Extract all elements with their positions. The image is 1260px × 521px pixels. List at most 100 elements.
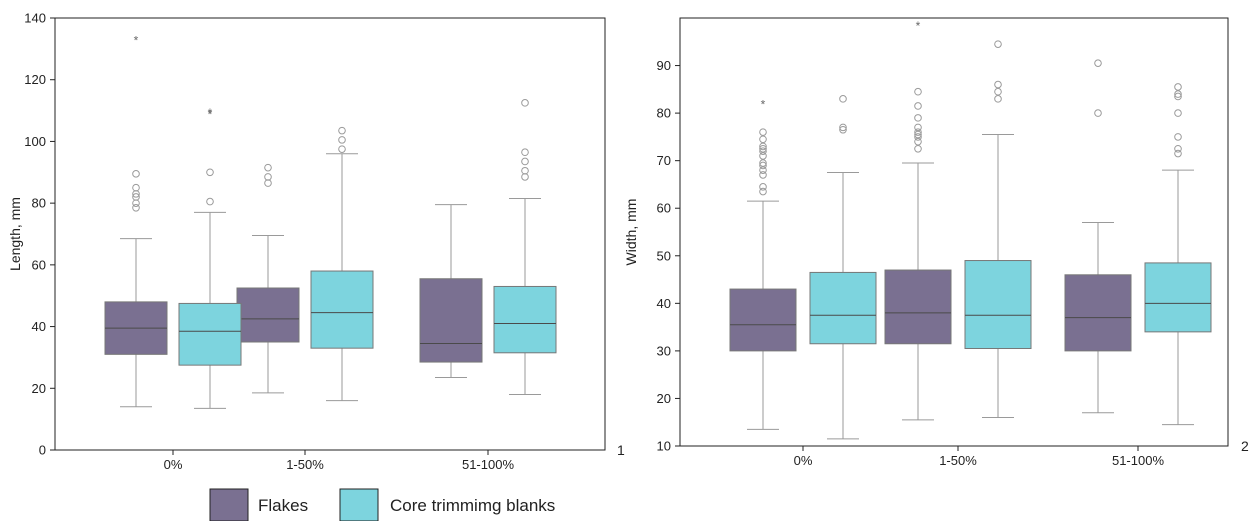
y-tick-label: 20 xyxy=(32,381,46,396)
plot-frame xyxy=(679,17,1229,447)
outlier-point xyxy=(338,136,346,144)
y-tick-label: 40 xyxy=(32,319,46,334)
x-tick-label: 51-100% xyxy=(1112,453,1164,468)
outlier-point xyxy=(759,183,767,191)
outlier-point xyxy=(839,125,847,134)
extreme-point: * xyxy=(134,34,139,48)
y-tick-label: 60 xyxy=(657,201,671,216)
box-iqr xyxy=(884,269,952,345)
outlier-point xyxy=(759,128,767,136)
outlier-point xyxy=(759,142,767,151)
plot-frame xyxy=(54,17,606,451)
outlier-point xyxy=(338,126,346,135)
y-tick-label: 30 xyxy=(657,343,671,358)
outlier-point xyxy=(994,95,1002,103)
outlier-point xyxy=(521,148,529,157)
y-tick-label: 0 xyxy=(39,443,46,458)
y-tick-label: 20 xyxy=(657,391,671,406)
extreme-point: * xyxy=(208,106,213,120)
outlier-point xyxy=(994,40,1002,48)
extreme-point: * xyxy=(208,108,213,122)
y-tick-label: 10 xyxy=(657,439,671,454)
outlier-point xyxy=(521,173,529,181)
x-tick-label: 1-50% xyxy=(939,453,977,468)
box-0%-flakes: * xyxy=(729,98,797,430)
outlier-point xyxy=(1094,59,1102,67)
width-box-plot: 10 20 30 40 50 60 70 80 90 Width, mm 0% 1-50% 51-100… xyxy=(623,17,1249,468)
box-0%-core-trimming-blanks: ** xyxy=(178,106,242,409)
outlier-point xyxy=(839,95,847,103)
y-axis-label: Length, mm xyxy=(7,197,23,271)
box-51-100%-flakes xyxy=(1064,59,1132,414)
y-axis-label: Width, mm xyxy=(623,199,639,266)
x-tick-label: 1-50% xyxy=(286,457,324,472)
outlier-point xyxy=(759,159,767,167)
outlier-point xyxy=(759,187,767,196)
box-iqr xyxy=(310,270,374,349)
outlier-point xyxy=(914,130,922,139)
outlier-point xyxy=(132,203,140,212)
outlier-point xyxy=(914,87,922,96)
outlier-point xyxy=(759,152,767,160)
y-tick-label: 140 xyxy=(24,11,46,26)
outlier-point xyxy=(759,147,767,155)
y-tick-label: 50 xyxy=(657,248,671,263)
panel-label: 2 xyxy=(1241,438,1249,454)
outlier-point xyxy=(914,114,922,122)
outlier-point xyxy=(994,87,1002,96)
y-tick-label: 70 xyxy=(657,153,671,168)
extreme-point: * xyxy=(761,98,766,112)
outlier-point xyxy=(521,157,529,166)
box-iqr xyxy=(178,302,242,366)
outlier-point xyxy=(994,80,1002,89)
outlier-point xyxy=(1174,83,1182,91)
box-1-50%-core-trimming-blanks xyxy=(964,40,1032,418)
y-tick-label: 80 xyxy=(657,106,671,121)
outlier-point xyxy=(759,166,767,174)
outlier-point xyxy=(1174,133,1182,141)
box-0%-flakes: * xyxy=(104,34,168,408)
box-iqr xyxy=(419,278,483,363)
length-box-plot: 0 20 40 60 80 100 120 140 Length, mm 0% 1-50% 51-10… xyxy=(7,11,625,473)
box-iqr xyxy=(964,260,1032,350)
legend: Flakes Core trimmimg blanks xyxy=(209,488,555,521)
legend-swatch-core-trimming-blanks xyxy=(339,488,379,521)
box-iqr xyxy=(1064,274,1132,352)
outlier-point xyxy=(914,128,922,136)
extreme-point: * xyxy=(916,19,921,33)
outlier-point xyxy=(264,179,272,187)
outlier-point xyxy=(839,123,847,132)
legend-swatch-flakes xyxy=(209,488,249,521)
box-iqr xyxy=(236,287,300,343)
outlier-point xyxy=(132,199,140,207)
outlier-point xyxy=(521,166,529,175)
outlier-point xyxy=(914,123,922,132)
outlier-point xyxy=(1174,90,1182,98)
outlier-point xyxy=(1094,109,1102,117)
outlier-point xyxy=(132,193,140,201)
y-tick-label: 100 xyxy=(24,134,46,149)
outlier-point xyxy=(1174,144,1182,153)
box-1-50%-core-trimming-blanks xyxy=(310,126,374,402)
outlier-point xyxy=(1174,109,1182,117)
outlier-point xyxy=(1174,149,1182,158)
box-iqr xyxy=(729,288,797,352)
outlier-point xyxy=(759,161,767,170)
outlier-point xyxy=(521,99,529,107)
outlier-point xyxy=(914,137,922,146)
outlier-point xyxy=(759,135,767,144)
outlier-point xyxy=(206,168,214,177)
box-iqr xyxy=(493,285,557,354)
box-iqr xyxy=(809,271,877,345)
outlier-point xyxy=(264,163,272,172)
legend-label-core-trimming-blanks: Core trimmimg blanks xyxy=(390,496,555,515)
box-1-50%-flakes xyxy=(236,163,300,394)
y-tick-label: 40 xyxy=(657,296,671,311)
outlier-point xyxy=(264,173,272,181)
box-51-100%-core-trimming-blanks xyxy=(1144,83,1212,426)
box-0%-core-trimming-blanks xyxy=(809,95,877,440)
box-51-100%-core-trimming-blanks xyxy=(493,99,557,395)
outlier-point xyxy=(132,170,140,178)
outlier-point xyxy=(914,144,922,153)
